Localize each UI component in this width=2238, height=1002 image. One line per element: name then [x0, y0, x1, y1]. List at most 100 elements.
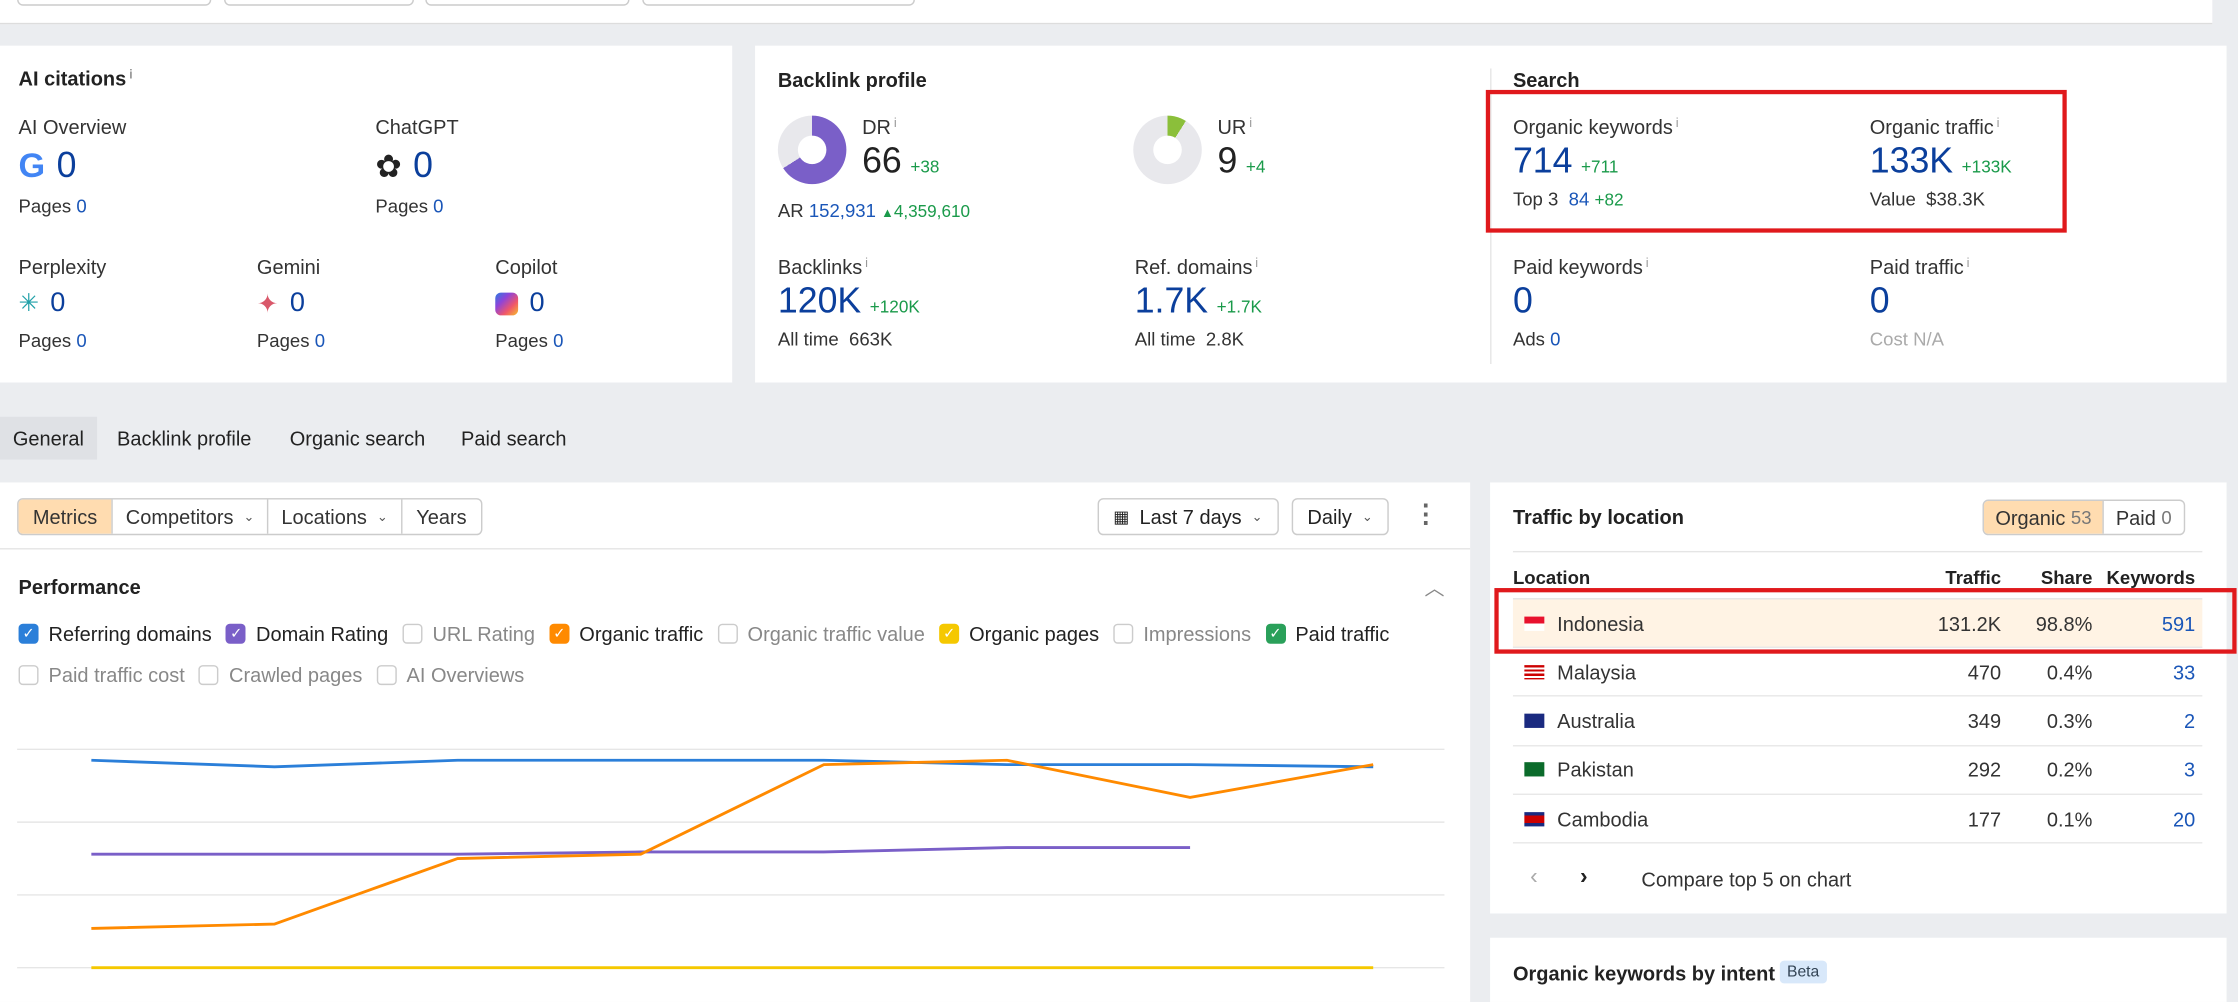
date-range-dropdown[interactable]: ▦ Last 7 days ⌄ [1097, 498, 1279, 536]
organic-keywords-metric: Organic keywords i 714 +711 Top 3 84 +82 [1513, 116, 1679, 210]
ur-donut [1133, 115, 1202, 185]
keywords-link[interactable]: 33 [2172, 660, 2196, 684]
more-options-icon[interactable]: ⋮ [1413, 499, 1439, 529]
top3-value[interactable]: 84 [1568, 188, 1590, 210]
chevron-down-icon: ⌄ [376, 508, 388, 524]
metric-checkbox[interactable]: Organic traffic value [717, 622, 925, 646]
metric-value[interactable]: 0 [289, 288, 305, 319]
tab-organic-search[interactable]: Organic search [289, 426, 426, 450]
checkbox-icon[interactable] [376, 665, 397, 686]
metric-checkbox[interactable]: ✓ Organic pages [939, 622, 1099, 645]
metric-value[interactable]: 0 [56, 145, 77, 186]
compare-top5-link[interactable]: Compare top 5 on chart [1641, 867, 1852, 891]
organic-traffic-value[interactable]: 133K [1869, 141, 1954, 182]
metric-checkbox[interactable]: Crawled pages [199, 664, 362, 687]
locations-dropdown[interactable]: Locations ⌄ [267, 499, 400, 534]
paid-traffic-value[interactable]: 0 [1869, 281, 1890, 322]
paid-toggle[interactable]: Paid 0 [2102, 500, 2183, 534]
metric-value[interactable]: 0 [413, 145, 433, 186]
checkbox-icon[interactable] [199, 665, 220, 686]
metric-checkbox[interactable]: ✓ Referring domains [18, 622, 212, 645]
info-icon[interactable]: i [865, 255, 868, 270]
checkbox-icon[interactable]: ✓ [226, 623, 247, 644]
competitors-dropdown[interactable]: Competitors ⌄ [111, 499, 268, 534]
info-icon[interactable]: i [129, 67, 133, 82]
traffic-by-location-card: Traffic by location Organic 53 Paid 0 Lo… [1490, 482, 2227, 914]
title-text: AI citations [18, 67, 127, 90]
ref-domains-value[interactable]: 1.7K [1134, 281, 1209, 322]
metric-checkbox[interactable]: AI Overviews [376, 663, 525, 687]
column-keywords[interactable]: Keywords [2106, 566, 2196, 589]
series-line-organic-traffic[interactable] [91, 758, 1374, 930]
toolbar-button[interactable] [17, 0, 212, 6]
metrics-button[interactable]: Metrics [18, 499, 112, 534]
metric-checkbox[interactable]: ✓ Organic traffic [549, 622, 703, 645]
keywords-link[interactable]: 20 [2172, 807, 2196, 831]
ar-value[interactable]: 152,931 [808, 199, 876, 222]
tab-general[interactable]: General [0, 416, 97, 460]
checkbox-icon[interactable] [717, 623, 738, 644]
metric-label: Organic traffic value [747, 622, 925, 646]
info-icon[interactable]: i [1645, 255, 1649, 270]
next-page-icon[interactable]: › [1580, 864, 1588, 890]
location-row[interactable]: Malaysia 470 0.4% 33 [1512, 648, 2203, 697]
years-button[interactable]: Years [400, 499, 481, 534]
location-row[interactable]: Australia 349 0.3% 2 [1512, 697, 2203, 746]
metric-label: AI Overview [18, 115, 127, 139]
info-icon[interactable]: i [1255, 255, 1259, 270]
gemini-metric: Gemini ✦ 0 Pages 0 [257, 255, 325, 351]
ads-value[interactable]: 0 [1550, 328, 1561, 350]
pages-value[interactable]: 0 [76, 329, 87, 352]
organic-keywords-value[interactable]: 714 [1512, 141, 1573, 182]
series-line-referring-domains[interactable] [91, 758, 1374, 769]
pages-value[interactable]: 0 [76, 195, 87, 217]
pages-value[interactable]: 0 [314, 329, 326, 352]
interval-dropdown[interactable]: Daily ⌄ [1291, 498, 1389, 536]
organic-toggle[interactable]: Organic 53 [1983, 500, 2103, 534]
checkbox-icon[interactable]: ✓ [939, 623, 960, 644]
info-icon[interactable]: i [1249, 115, 1253, 130]
highlight-box [1485, 89, 2067, 233]
toolbar-button[interactable] [642, 0, 915, 6]
checkbox-icon[interactable] [18, 665, 39, 686]
location-row[interactable]: Cambodia 177 0.1% 20 [1512, 795, 2203, 844]
info-icon[interactable]: i [1996, 115, 2000, 130]
metric-value[interactable]: 0 [50, 288, 66, 319]
checkbox-icon[interactable]: ✓ [18, 623, 39, 644]
tab-backlink-profile[interactable]: Backlink profile [117, 426, 252, 450]
toolbar-button[interactable] [224, 0, 414, 6]
pages-value[interactable]: 0 [433, 195, 444, 217]
tab-paid-search[interactable]: Paid search [461, 426, 567, 450]
checkbox-icon[interactable] [1113, 623, 1134, 644]
paid-keywords-value[interactable]: 0 [1512, 281, 1533, 322]
pages-value[interactable]: 0 [553, 329, 564, 352]
column-traffic[interactable]: Traffic [1945, 566, 2002, 589]
location-row[interactable]: Indonesia 131.2K 98.8% 591 [1512, 599, 2203, 648]
previous-page-icon[interactable]: ‹ [1530, 864, 1538, 890]
info-icon[interactable]: i [1966, 255, 1970, 270]
keywords-link[interactable]: 2 [2184, 709, 2196, 733]
column-share[interactable]: Share [2040, 566, 2093, 589]
series-line-domain-rating[interactable] [91, 846, 1191, 856]
checkbox-icon[interactable] [402, 623, 423, 644]
toolbar-button[interactable] [425, 0, 630, 6]
cost-label: Cost [1869, 328, 1908, 350]
organic-keywords-by-intent-card: Organic keywords by intent Beta [1490, 937, 2227, 1002]
backlinks-value[interactable]: 120K [777, 281, 862, 322]
metric-checkbox[interactable]: ✓ Paid traffic [1265, 622, 1389, 645]
location-row[interactable]: Pakistan 292 0.2% 3 [1512, 746, 2203, 795]
metric-value[interactable]: 0 [529, 288, 545, 319]
checkbox-icon[interactable]: ✓ [549, 623, 570, 644]
metric-checkbox[interactable]: Paid traffic cost [18, 664, 185, 687]
info-icon[interactable]: i [1675, 115, 1679, 130]
metric-checkbox[interactable]: ✓ Domain Rating [226, 622, 388, 645]
keywords-link[interactable]: 3 [2184, 758, 2196, 782]
info-icon[interactable]: i [893, 115, 897, 130]
keywords-link[interactable]: 591 [2161, 611, 2196, 635]
collapse-chevron-icon[interactable]: ︿ [1424, 576, 1445, 600]
metric-checkbox[interactable]: URL Rating [402, 622, 535, 645]
metric-label: AI Overviews [406, 663, 525, 687]
checkbox-icon[interactable]: ✓ [1265, 623, 1286, 644]
metric-checkbox[interactable]: Impressions [1113, 622, 1251, 645]
share-value: 0.1% [2046, 807, 2093, 831]
